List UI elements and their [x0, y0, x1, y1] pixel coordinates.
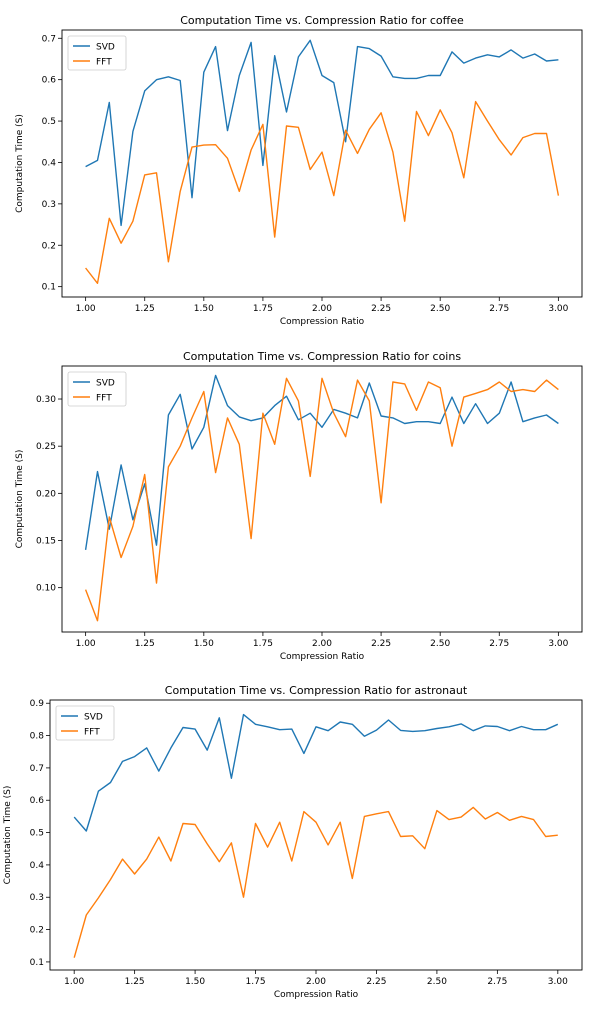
x-tick-label: 2.25 — [371, 639, 391, 649]
chart-2: Computation Time vs. Compression Ratio f… — [15, 350, 583, 662]
x-tick-label: 2.75 — [489, 639, 509, 649]
y-tick-label: 0.7 — [30, 764, 44, 774]
y-tick-label: 0.30 — [36, 395, 56, 405]
y-tick-label: 0.7 — [42, 34, 56, 44]
x-tick-label: 1.25 — [135, 639, 155, 649]
x-tick-label: 3.00 — [548, 304, 568, 314]
legend-label-fft: FFT — [96, 394, 112, 404]
series-line-svd — [84, 374, 559, 551]
x-tick-label: 1.75 — [246, 977, 266, 987]
legend-label-fft: FFT — [84, 728, 100, 738]
y-tick-label: 0.20 — [36, 489, 56, 499]
y-tick-label: 0.4 — [42, 158, 57, 168]
series-line-fft — [73, 806, 558, 958]
x-tick-label: 1.50 — [185, 977, 205, 987]
legend-label-svd: SVD — [96, 43, 115, 53]
x-tick-label: 1.25 — [125, 977, 145, 987]
x-tick-label: 1.75 — [253, 304, 273, 314]
legend: SVD FFT — [55, 705, 115, 741]
y-tick-label: 0.2 — [42, 241, 56, 251]
x-tick-label: 1.00 — [76, 639, 96, 649]
y-tick-label: 0.1 — [30, 958, 44, 968]
series-line-fft — [84, 377, 559, 622]
x-tick-label: 1.50 — [194, 304, 214, 314]
y-tick-label: 0.8 — [30, 732, 45, 742]
legend-label-svd: SVD — [96, 379, 115, 389]
axes-frame — [61, 29, 583, 298]
legend: SVD FFT — [67, 35, 127, 71]
x-axis-label: Compression Ratio — [274, 990, 359, 1000]
x-tick-label: 2.50 — [427, 977, 447, 987]
y-tick-label: 0.5 — [42, 117, 56, 127]
legend-label-fft: FFT — [96, 58, 112, 68]
y-tick-label: 0.9 — [30, 699, 45, 709]
chart-title: Computation Time vs. Compression Ratio f… — [165, 684, 468, 697]
x-tick-label: 1.00 — [64, 977, 84, 987]
legend-label-svd: SVD — [84, 713, 103, 723]
x-tick-label: 1.50 — [194, 639, 214, 649]
x-tick-label: 2.25 — [371, 304, 391, 314]
chart-1: Computation Time vs. Compression Ratio f… — [15, 14, 583, 327]
y-tick-label: 0.3 — [42, 200, 56, 210]
x-tick-label: 2.50 — [430, 304, 450, 314]
x-tick-label: 2.00 — [306, 977, 326, 987]
x-tick-label: 2.00 — [312, 639, 332, 649]
x-tick-label: 1.25 — [135, 304, 155, 314]
x-tick-label: 1.75 — [253, 639, 273, 649]
x-axis-label: Compression Ratio — [280, 652, 365, 662]
x-tick-label: 3.00 — [548, 639, 568, 649]
y-tick-label: 0.25 — [36, 442, 56, 452]
legend: SVD FFT — [67, 371, 127, 407]
chart-3: Computation Time vs. Compression Ratio f… — [3, 684, 583, 1000]
y-axis-label: Computation Time (S) — [3, 786, 13, 885]
y-tick-label: 0.5 — [30, 829, 44, 839]
x-tick-label: 1.00 — [76, 304, 96, 314]
y-tick-label: 0.4 — [30, 861, 45, 871]
y-tick-label: 0.3 — [30, 893, 44, 903]
series-line-fft — [85, 100, 560, 284]
axes-frame — [49, 699, 583, 971]
y-tick-label: 0.6 — [42, 76, 57, 86]
x-tick-label: 2.75 — [487, 977, 507, 987]
y-tick-label: 0.6 — [30, 796, 45, 806]
chart-title: Computation Time vs. Compression Ratio f… — [180, 14, 464, 27]
y-tick-label: 0.15 — [36, 537, 56, 547]
series-line-svd — [85, 39, 559, 227]
x-tick-label: 3.00 — [548, 977, 568, 987]
y-tick-label: 0.10 — [36, 584, 56, 594]
x-tick-label: 2.00 — [312, 304, 332, 314]
series-line-svd — [73, 713, 559, 832]
chart-title: Computation Time vs. Compression Ratio f… — [183, 350, 461, 363]
x-tick-label: 2.75 — [489, 304, 509, 314]
x-tick-label: 2.25 — [366, 977, 386, 987]
x-tick-label: 2.50 — [430, 639, 450, 649]
y-axis-label: Computation Time (S) — [15, 450, 25, 549]
y-tick-label: 0.1 — [42, 283, 56, 293]
y-axis-label: Computation Time (S) — [15, 114, 25, 213]
y-tick-label: 0.2 — [30, 926, 44, 936]
x-axis-label: Compression Ratio — [280, 317, 365, 327]
